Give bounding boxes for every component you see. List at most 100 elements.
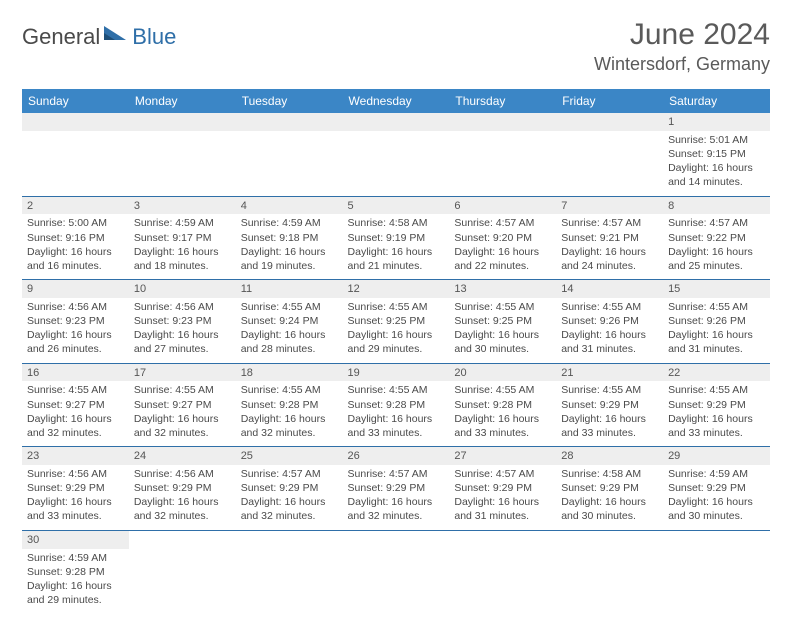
daylight-text: and 32 minutes. bbox=[241, 509, 338, 523]
weekday-header: Monday bbox=[129, 89, 236, 113]
calendar-day-cell: 24Sunrise: 4:56 AMSunset: 9:29 PMDayligh… bbox=[129, 447, 236, 531]
daylight-text: Daylight: 16 hours bbox=[454, 495, 551, 509]
daylight-text: Daylight: 16 hours bbox=[134, 328, 231, 342]
sunrise-text: Sunrise: 4:56 AM bbox=[27, 300, 124, 314]
sunrise-text: Sunrise: 4:57 AM bbox=[668, 216, 765, 230]
calendar-day-cell: 3Sunrise: 4:59 AMSunset: 9:17 PMDaylight… bbox=[129, 196, 236, 280]
calendar-day-cell: 26Sunrise: 4:57 AMSunset: 9:29 PMDayligh… bbox=[343, 447, 450, 531]
daylight-text: and 33 minutes. bbox=[348, 426, 445, 440]
day-number bbox=[343, 113, 450, 131]
daylight-text: and 14 minutes. bbox=[668, 175, 765, 189]
sunrise-text: Sunrise: 4:55 AM bbox=[27, 383, 124, 397]
sunset-text: Sunset: 9:29 PM bbox=[134, 481, 231, 495]
sunset-text: Sunset: 9:16 PM bbox=[27, 231, 124, 245]
day-number: 10 bbox=[129, 280, 236, 298]
sunrise-text: Sunrise: 4:55 AM bbox=[241, 300, 338, 314]
sunset-text: Sunset: 9:29 PM bbox=[27, 481, 124, 495]
sunrise-text: Sunrise: 4:57 AM bbox=[454, 467, 551, 481]
sunrise-text: Sunrise: 4:56 AM bbox=[27, 467, 124, 481]
sunset-text: Sunset: 9:22 PM bbox=[668, 231, 765, 245]
calendar-day-cell bbox=[449, 530, 556, 613]
daylight-text: Daylight: 16 hours bbox=[348, 328, 445, 342]
day-number: 30 bbox=[22, 531, 129, 549]
calendar-day-cell: 17Sunrise: 4:55 AMSunset: 9:27 PMDayligh… bbox=[129, 363, 236, 447]
daylight-text: Daylight: 16 hours bbox=[134, 495, 231, 509]
daylight-text: Daylight: 16 hours bbox=[668, 161, 765, 175]
day-number bbox=[663, 531, 770, 549]
daylight-text: and 24 minutes. bbox=[561, 259, 658, 273]
calendar-day-cell: 2Sunrise: 5:00 AMSunset: 9:16 PMDaylight… bbox=[22, 196, 129, 280]
day-number: 24 bbox=[129, 447, 236, 465]
day-number: 2 bbox=[22, 197, 129, 215]
daylight-text: and 27 minutes. bbox=[134, 342, 231, 356]
weekday-header: Sunday bbox=[22, 89, 129, 113]
calendar-day-cell: 8Sunrise: 4:57 AMSunset: 9:22 PMDaylight… bbox=[663, 196, 770, 280]
daylight-text: Daylight: 16 hours bbox=[668, 245, 765, 259]
daylight-text: and 30 minutes. bbox=[561, 509, 658, 523]
daylight-text: and 32 minutes. bbox=[134, 426, 231, 440]
calendar-day-cell bbox=[129, 530, 236, 613]
sunset-text: Sunset: 9:28 PM bbox=[348, 398, 445, 412]
sunrise-text: Sunrise: 4:58 AM bbox=[348, 216, 445, 230]
calendar-body: 1Sunrise: 5:01 AMSunset: 9:15 PMDaylight… bbox=[22, 113, 770, 613]
sunrise-text: Sunrise: 4:55 AM bbox=[134, 383, 231, 397]
calendar-day-cell bbox=[556, 530, 663, 613]
sunset-text: Sunset: 9:15 PM bbox=[668, 147, 765, 161]
calendar-week-row: 1 Sunrise: 5:01 AMSunset: 9:15 PMDaylight… bbox=[22, 113, 770, 196]
sunrise-text: Sunrise: 4:58 AM bbox=[561, 467, 658, 481]
sunrise-text: Sunrise: 4:59 AM bbox=[27, 551, 124, 565]
weekday-header: Saturday bbox=[663, 89, 770, 113]
daylight-text: and 30 minutes. bbox=[668, 509, 765, 523]
calendar-day-cell bbox=[22, 113, 129, 196]
sunset-text: Sunset: 9:26 PM bbox=[668, 314, 765, 328]
sunrise-text: Sunrise: 4:55 AM bbox=[454, 300, 551, 314]
sunrise-text: Sunrise: 4:57 AM bbox=[561, 216, 658, 230]
daylight-text: and 30 minutes. bbox=[454, 342, 551, 356]
daylight-text: and 32 minutes. bbox=[241, 426, 338, 440]
daylight-text: Daylight: 16 hours bbox=[241, 328, 338, 342]
calendar-day-cell: 16Sunrise: 4:55 AMSunset: 9:27 PMDayligh… bbox=[22, 363, 129, 447]
sunset-text: Sunset: 9:27 PM bbox=[134, 398, 231, 412]
sunset-text: Sunset: 9:28 PM bbox=[27, 565, 124, 579]
day-number: 25 bbox=[236, 447, 343, 465]
calendar-day-cell bbox=[449, 113, 556, 196]
sunrise-text: Sunrise: 5:01 AM bbox=[668, 133, 765, 147]
calendar-day-cell: 30Sunrise: 4:59 AMSunset: 9:28 PMDayligh… bbox=[22, 530, 129, 613]
day-number: 15 bbox=[663, 280, 770, 298]
daylight-text: and 29 minutes. bbox=[27, 593, 124, 607]
sunset-text: Sunset: 9:24 PM bbox=[241, 314, 338, 328]
sunset-text: Sunset: 9:26 PM bbox=[561, 314, 658, 328]
sunset-text: Sunset: 9:29 PM bbox=[241, 481, 338, 495]
day-number bbox=[236, 531, 343, 549]
day-number bbox=[449, 113, 556, 131]
sunrise-text: Sunrise: 4:55 AM bbox=[561, 300, 658, 314]
calendar-week-row: 23Sunrise: 4:56 AMSunset: 9:29 PMDayligh… bbox=[22, 447, 770, 531]
daylight-text: and 28 minutes. bbox=[241, 342, 338, 356]
day-number: 8 bbox=[663, 197, 770, 215]
day-number: 29 bbox=[663, 447, 770, 465]
calendar-day-cell bbox=[236, 530, 343, 613]
page-header: General Blue June 2024 Wintersdorf, Germ… bbox=[22, 18, 770, 75]
calendar-page: General Blue June 2024 Wintersdorf, Germ… bbox=[0, 0, 792, 631]
day-number: 21 bbox=[556, 364, 663, 382]
calendar-day-cell: 7Sunrise: 4:57 AMSunset: 9:21 PMDaylight… bbox=[556, 196, 663, 280]
day-number: 4 bbox=[236, 197, 343, 215]
day-number: 14 bbox=[556, 280, 663, 298]
daylight-text: and 19 minutes. bbox=[241, 259, 338, 273]
daylight-text: and 32 minutes. bbox=[27, 426, 124, 440]
logo-text-general: General bbox=[22, 24, 100, 50]
sunrise-text: Sunrise: 4:57 AM bbox=[348, 467, 445, 481]
daylight-text: Daylight: 16 hours bbox=[27, 412, 124, 426]
daylight-text: Daylight: 16 hours bbox=[668, 495, 765, 509]
daylight-text: and 32 minutes. bbox=[134, 509, 231, 523]
calendar-table: Sunday Monday Tuesday Wednesday Thursday… bbox=[22, 89, 770, 613]
day-number: 18 bbox=[236, 364, 343, 382]
calendar-day-cell bbox=[129, 113, 236, 196]
day-number: 1 bbox=[663, 113, 770, 131]
daylight-text: Daylight: 16 hours bbox=[241, 412, 338, 426]
calendar-day-cell: 29Sunrise: 4:59 AMSunset: 9:29 PMDayligh… bbox=[663, 447, 770, 531]
day-number: 7 bbox=[556, 197, 663, 215]
calendar-week-row: 2Sunrise: 5:00 AMSunset: 9:16 PMDaylight… bbox=[22, 196, 770, 280]
day-number: 26 bbox=[343, 447, 450, 465]
sunset-text: Sunset: 9:29 PM bbox=[454, 481, 551, 495]
